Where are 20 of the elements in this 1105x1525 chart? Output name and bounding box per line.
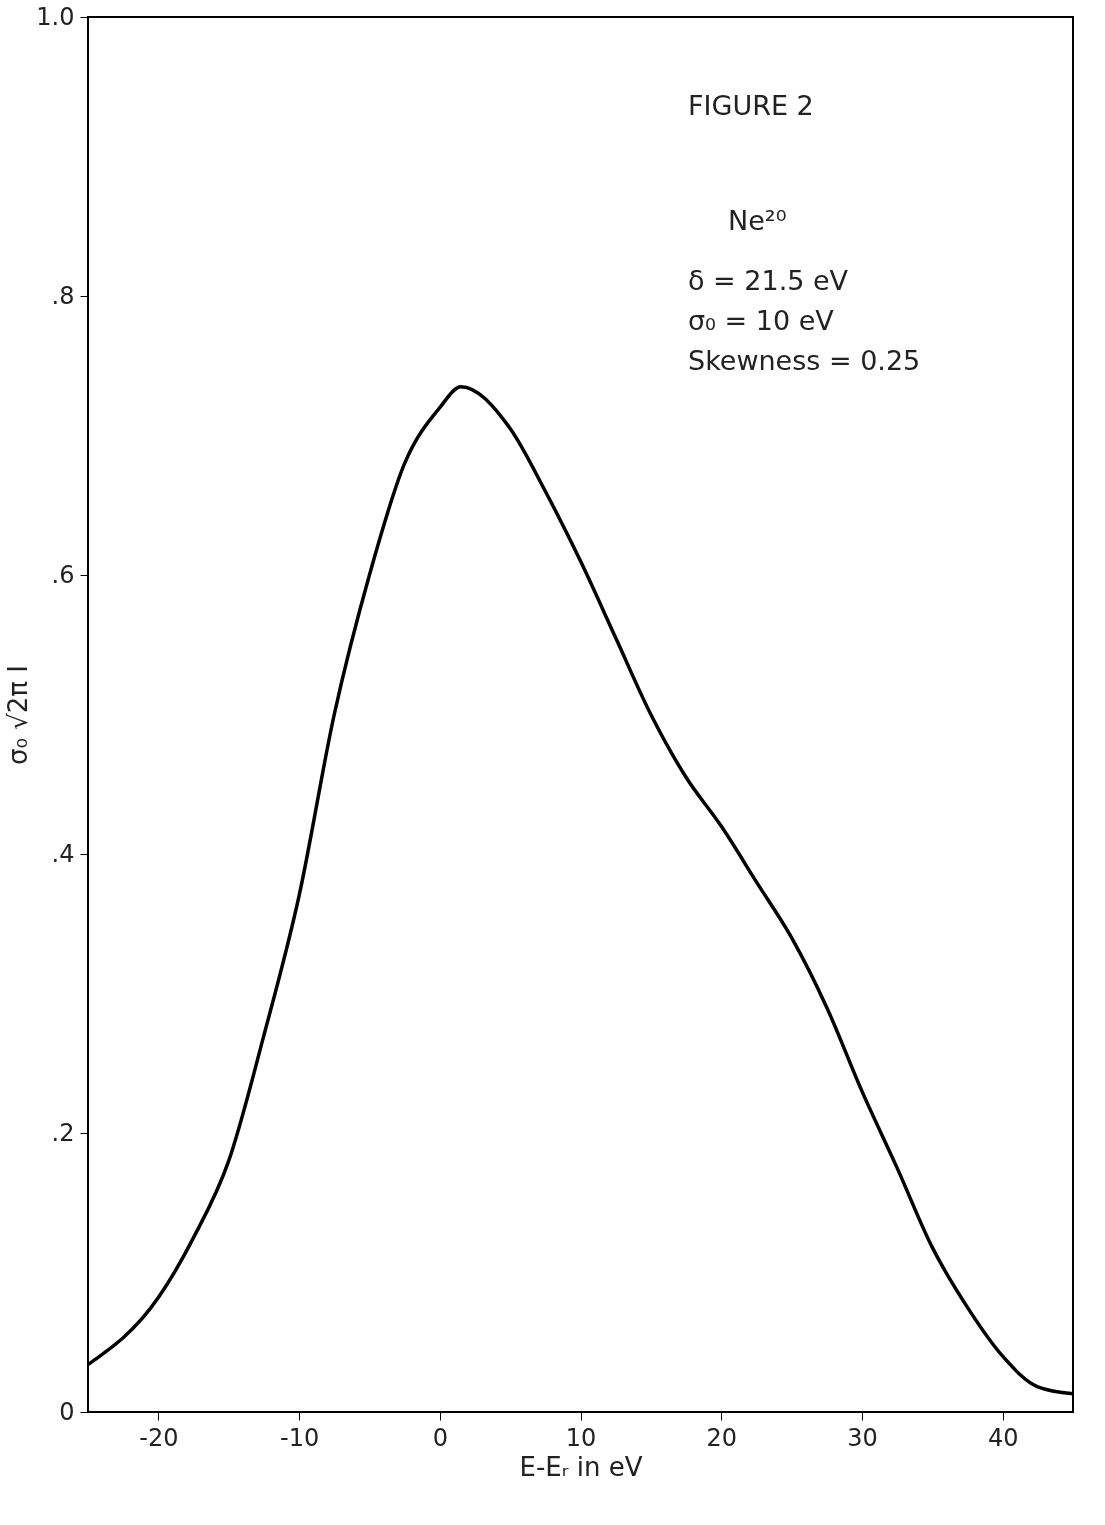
x-tick-label: 10 — [565, 1423, 597, 1452]
y-tick-label: 0 — [59, 1397, 75, 1426]
x-tick-label: -20 — [139, 1423, 179, 1452]
y-tick-label: .6 — [51, 560, 75, 589]
y-tick-label: 1.0 — [36, 2, 75, 31]
annotation: σ₀ = 10 eV — [688, 305, 835, 336]
annotation: FIGURE 2 — [688, 90, 814, 121]
x-tick-label: 40 — [987, 1423, 1019, 1452]
x-tick-label: 20 — [706, 1423, 737, 1452]
annotation: Skewness = 0.25 — [688, 345, 921, 376]
y-tick-label: .2 — [51, 1118, 75, 1147]
y-tick-label: .8 — [51, 281, 75, 310]
y-axis-title: σ₀ √2π I — [3, 665, 34, 765]
annotation: δ = 21.5 eV — [688, 265, 849, 296]
annotation: Ne²⁰ — [728, 205, 787, 236]
y-tick-label: .4 — [51, 839, 75, 868]
x-tick-label: 0 — [432, 1423, 448, 1452]
x-tick-label: 30 — [847, 1423, 878, 1452]
x-tick-label: -10 — [279, 1423, 320, 1452]
x-axis-title: E-Eᵣ in eV — [519, 1451, 643, 1482]
